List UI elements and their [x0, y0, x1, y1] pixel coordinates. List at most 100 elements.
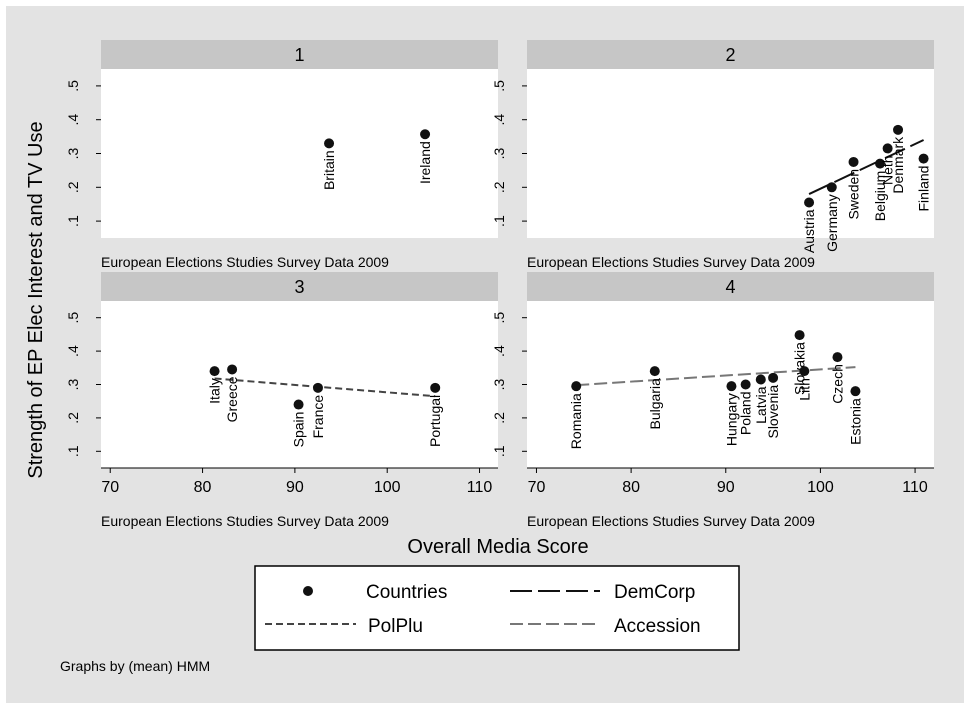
data-point	[726, 381, 737, 392]
y-tick-label: .3	[491, 378, 507, 390]
x-tick-label: 90	[286, 479, 304, 496]
x-tick-label: 90	[717, 479, 735, 496]
data-point	[882, 143, 893, 154]
panel-strip-label: 3	[294, 277, 304, 297]
y-tick-label: .1	[491, 215, 507, 227]
data-point	[875, 158, 886, 169]
y-tick-label: .1	[65, 215, 81, 227]
y-tick-label: .4	[65, 114, 81, 126]
x-tick-label: 110	[902, 479, 928, 496]
data-point	[312, 382, 323, 393]
point-label: Denmark	[890, 136, 906, 194]
point-label: Romania	[568, 393, 584, 449]
y-tick-label: .2	[491, 181, 507, 193]
point-label: Neth	[880, 155, 896, 185]
y-tick-label: .2	[65, 412, 81, 424]
point-label: Ireland	[417, 141, 433, 184]
data-point	[832, 352, 843, 363]
y-tick-label: .1	[491, 445, 507, 457]
point-label: Estonia	[847, 398, 863, 445]
data-point	[755, 374, 766, 385]
x-tick-label: 70	[528, 479, 546, 496]
data-point	[850, 386, 861, 397]
data-point	[799, 366, 810, 377]
point-label: Czech	[829, 364, 845, 404]
data-point	[804, 197, 815, 208]
point-label: Portugal	[427, 395, 443, 447]
y-tick-label: .3	[65, 147, 81, 159]
y-tick-label: .3	[65, 378, 81, 390]
fit-line-accession	[576, 366, 856, 387]
y-tick-label: .2	[65, 181, 81, 193]
x-tick-label: 100	[374, 479, 401, 496]
panel-strip-label: 4	[725, 277, 735, 297]
legend-symbol-countries	[303, 586, 313, 596]
point-label: Spain	[291, 412, 307, 448]
y-tick-label: .4	[65, 345, 81, 357]
legend-label-countries: Countries	[366, 582, 447, 603]
data-point	[420, 129, 431, 140]
data-point	[918, 153, 929, 164]
x-tick-label: 70	[101, 479, 119, 496]
panel-strip-label: 2	[725, 45, 735, 65]
data-point	[740, 379, 751, 390]
point-label: Slovakia	[792, 342, 808, 395]
point-label: Greece	[224, 376, 240, 422]
y-tick-label: .4	[491, 345, 507, 357]
y-tick-label: .5	[491, 312, 507, 324]
legend-label-accession: Accession	[614, 616, 701, 637]
point-label: Hungary	[723, 393, 739, 446]
data-point	[293, 399, 304, 410]
y-tick-label: .1	[65, 445, 81, 457]
point-label: France	[310, 395, 326, 439]
y-tick-label: .2	[491, 412, 507, 424]
point-label: Belgium	[872, 171, 888, 222]
data-point	[826, 182, 837, 193]
x-tick-label: 80	[622, 479, 640, 496]
point-label: Finland	[916, 166, 932, 212]
y-tick-label: .5	[491, 80, 507, 92]
panel-strip	[101, 40, 498, 69]
data-point	[649, 366, 660, 377]
point-label: Bulgaria	[647, 378, 663, 430]
y-tick-label: .5	[65, 80, 81, 92]
data-point	[209, 366, 220, 377]
y-tick-label: .3	[491, 147, 507, 159]
panel-strip	[527, 272, 934, 301]
data-point	[430, 382, 441, 393]
y-axis-title: Strength of EP Elec Interest and TV Use	[25, 121, 47, 478]
point-label: Lith	[796, 378, 812, 401]
x-axis-title: Overall Media Score	[407, 536, 588, 558]
data-point	[324, 138, 335, 149]
point-label: Sweden	[846, 169, 862, 220]
x-tick-label: 100	[807, 479, 834, 496]
panel-3: 3 .1 .2 .3 .4 .5 70 80 90 100 110 Italy Greece Spain F…	[65, 272, 498, 529]
data-point	[794, 330, 805, 341]
legend: Countries DemCorp PolPlu Accession	[254, 565, 740, 651]
panel-caption: European Elections Studies Survey Data 2…	[527, 513, 815, 529]
x-tick-label: 80	[194, 479, 212, 496]
legend-label-polplu: PolPlu	[368, 616, 423, 637]
fit-line-polplu	[214, 377, 436, 398]
data-point	[571, 381, 582, 392]
point-label: Italy	[207, 378, 223, 404]
plot-area	[527, 69, 934, 238]
y-tick-label: .5	[65, 312, 81, 324]
panel-strip-label: 1	[294, 45, 304, 65]
point-label: Poland	[738, 392, 754, 436]
panel-2: 2 .1 .2 .3 .4 .5 Austria Germany Sweden BelgiumNe…	[491, 40, 934, 270]
x-tick-label: 110	[467, 479, 493, 496]
point-label: Germany	[824, 194, 840, 252]
panel-caption: European Elections Studies Survey Data 2…	[101, 254, 389, 270]
y-tick-label: .4	[491, 114, 507, 126]
point-label: Slovenia	[765, 385, 781, 439]
panel-caption: European Elections Studies Survey Data 2…	[101, 513, 389, 529]
legend-label-demcorp: DemCorp	[614, 582, 695, 603]
plot-area	[101, 69, 498, 238]
point-label: Britain	[321, 150, 337, 190]
data-point	[848, 156, 859, 167]
data-point	[893, 124, 904, 135]
point-label: Austria	[801, 209, 817, 253]
legend-box	[254, 565, 740, 651]
